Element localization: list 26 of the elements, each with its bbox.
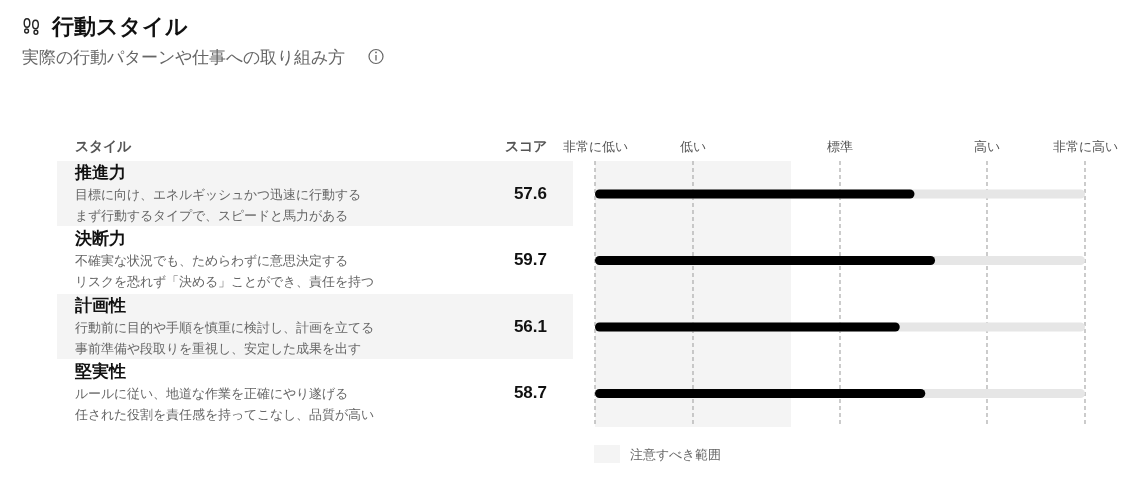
data-label: 56.1 bbox=[513, 316, 547, 336]
title: 行動スタイル bbox=[52, 13, 188, 39]
ref-line-label: 標準 bbox=[827, 138, 853, 154]
category: 計画性 bbox=[75, 295, 126, 315]
subtitle: 実際の行動パターンや仕事への取り組み方 bbox=[22, 47, 345, 67]
annotation: 行動前に目的や手順を慎重に検討し、計画を立てる bbox=[75, 319, 374, 335]
legend-label: 注意すべき範囲 bbox=[630, 446, 721, 462]
ref-line-label: 非常に高い bbox=[1052, 138, 1118, 154]
category: 推進力 bbox=[75, 162, 126, 182]
annotation: リスクを恐れず「決める」ことができ、責任を持つ bbox=[75, 274, 374, 289]
category: 決断力 bbox=[75, 229, 126, 248]
annotation: 事前準備や段取りを重視し、安定した成果を出す bbox=[75, 340, 361, 356]
annotation: スコア bbox=[505, 138, 547, 154]
ref-line-label: 低い bbox=[680, 138, 706, 154]
data-label: 58.7 bbox=[513, 383, 547, 402]
ylabel: スタイル bbox=[75, 138, 131, 154]
annotation: まず行動するタイプで、スピードと馬力がある bbox=[75, 207, 348, 223]
data-label: 59.7 bbox=[513, 250, 547, 269]
annotation: ルールに従い、地道な作業を正確にやり遂げる bbox=[75, 386, 348, 401]
data-label: 57.6 bbox=[513, 183, 547, 203]
ref-line-label: 高い bbox=[974, 138, 1000, 154]
annotation: 不確実な状況でも、ためらわずに意思決定する bbox=[75, 253, 348, 268]
ref-line-label: 非常に低い bbox=[562, 138, 628, 154]
category: 堅実性 bbox=[75, 362, 126, 381]
annotation: 任された役割を責任感を持ってこなし、品質が高い bbox=[75, 407, 374, 422]
annotation: 目標に向け、エネルギッシュかつ迅速に行動する bbox=[75, 186, 361, 202]
